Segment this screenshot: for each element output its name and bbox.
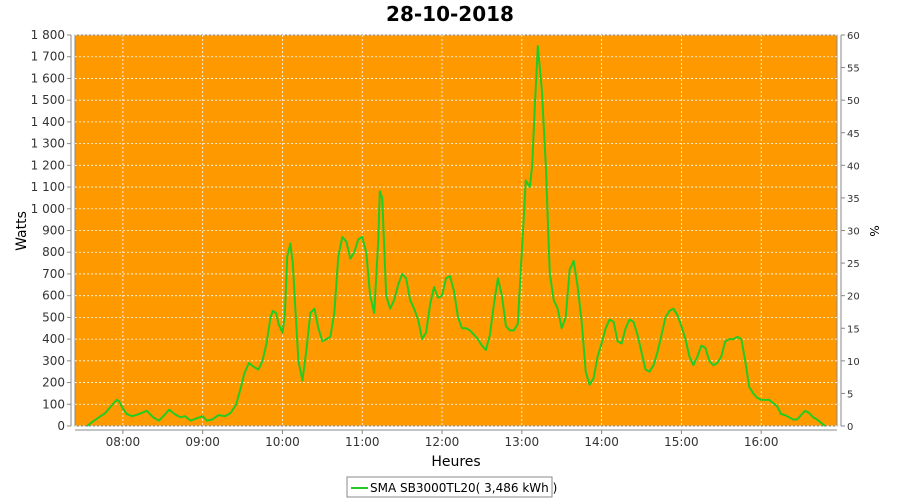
left-tick-label: 1 400 xyxy=(31,115,65,129)
right-tick-label: 60 xyxy=(847,31,860,42)
left-tick-label: 700 xyxy=(42,267,65,281)
left-tick-label: 1 300 xyxy=(31,137,65,151)
x-tick-label: 13:00 xyxy=(505,435,540,449)
left-tick-label: 400 xyxy=(42,332,65,346)
left-tick-label: 800 xyxy=(42,245,65,259)
right-tick-label: 50 xyxy=(847,96,860,107)
grid-lines xyxy=(75,34,837,427)
right-tick-label: 5 xyxy=(847,389,853,400)
right-tick-label: 0 xyxy=(847,422,853,433)
x-tick-label: 16:00 xyxy=(744,435,779,449)
x-tick-label: 10:00 xyxy=(265,435,300,449)
left-tick-label: 1 800 xyxy=(31,28,65,42)
x-axis: 08:00 09:00 10:00 11:00 12:00 13:00 14:00 15:00… xyxy=(75,429,837,449)
legend-entry: SMA SB3000TL20( 3,486 kWh ) xyxy=(370,481,557,495)
x-axis-label: Heures xyxy=(431,454,480,470)
left-tick-label: 1 000 xyxy=(31,202,65,216)
left-tick-label: 1 700 xyxy=(31,50,65,64)
right-tick-label: 10 xyxy=(847,357,860,368)
x-tick-label: 08:00 xyxy=(106,435,141,449)
left-tick-label: 500 xyxy=(42,310,65,324)
x-tick-label: 11:00 xyxy=(345,435,380,449)
right-y-axis: 0 5 10 15 20 25 30 35 40 45 50 55 60 xyxy=(840,31,860,433)
left-tick-label: 100 xyxy=(42,397,65,411)
x-tick-label: 12:00 xyxy=(425,435,460,449)
series-line xyxy=(86,44,826,427)
left-tick-label: 600 xyxy=(42,289,65,303)
left-tick-label: 0 xyxy=(57,419,65,433)
left-tick-label: 200 xyxy=(42,376,65,390)
right-tick-label: 45 xyxy=(847,129,860,140)
right-tick-label: 40 xyxy=(847,161,860,172)
x-tick-label: 14:00 xyxy=(584,435,619,449)
left-tick-label: 300 xyxy=(42,354,65,368)
left-tick-label: 1 100 xyxy=(31,180,65,194)
right-tick-label: 15 xyxy=(847,324,860,335)
right-y-axis-label: % xyxy=(867,225,881,236)
left-tick-label: 900 xyxy=(42,224,65,238)
right-tick-label: 20 xyxy=(847,292,860,303)
y-axis-label: Watts xyxy=(14,211,30,251)
right-tick-label: 35 xyxy=(847,194,860,205)
x-tick-label: 09:00 xyxy=(185,435,220,449)
chart-title: 28-10-2018 xyxy=(386,2,514,26)
right-tick-label: 55 xyxy=(847,64,860,75)
series-layer xyxy=(86,44,826,427)
left-y-axis: 0 100 200 300 400 500 600 700 800 900 1 000 1 100 1 … xyxy=(31,28,72,433)
left-tick-label: 1 200 xyxy=(31,158,65,172)
x-tick-label: 15:00 xyxy=(664,435,699,449)
right-tick-label: 30 xyxy=(847,227,860,238)
right-tick-label: 25 xyxy=(847,259,860,270)
legend-box xyxy=(346,476,553,498)
left-tick-label: 1 600 xyxy=(31,71,65,85)
left-tick-label: 1 500 xyxy=(31,93,65,107)
legend: SMA SB3000TL20( 3,486 kWh ) xyxy=(346,476,557,498)
